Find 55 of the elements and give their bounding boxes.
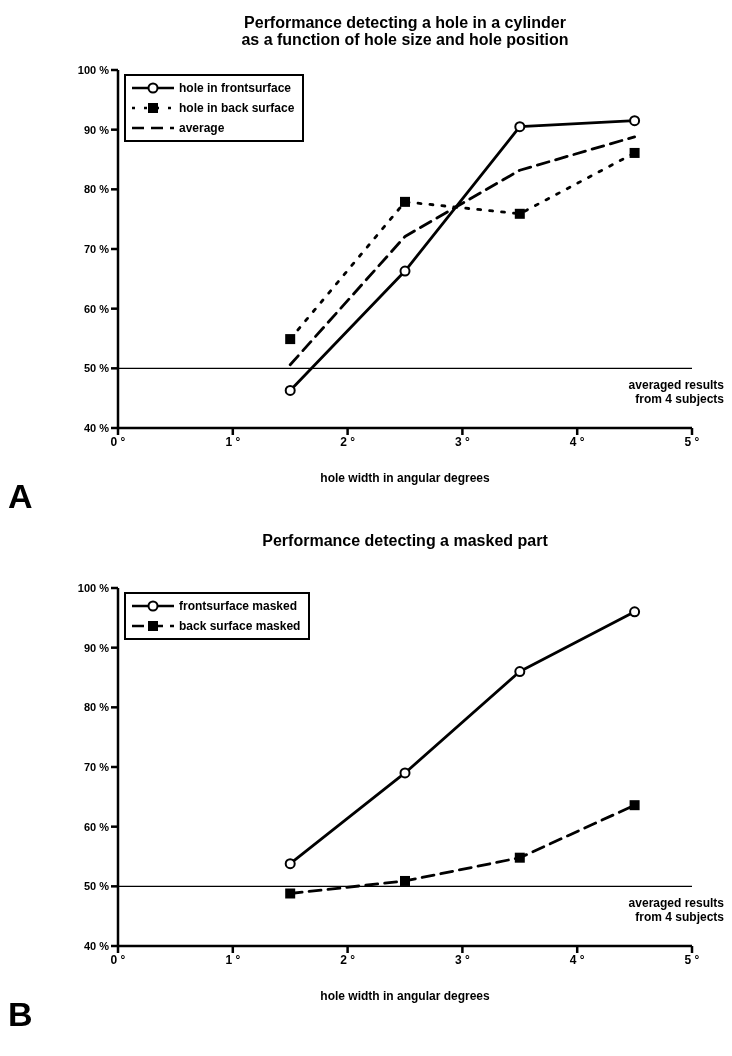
point bbox=[399, 767, 411, 779]
y-tick-label: 50 % bbox=[83, 880, 110, 893]
legend-label: average bbox=[179, 121, 225, 135]
point bbox=[400, 875, 410, 886]
y-tick-label: 90 % bbox=[83, 123, 110, 136]
annotation: averaged results from 4 subjects bbox=[628, 378, 724, 406]
point bbox=[629, 800, 640, 811]
y-tick-label: 60 % bbox=[83, 820, 110, 833]
x-tick-label: 0 ° bbox=[110, 434, 126, 449]
x-tick-label: 3 ° bbox=[454, 952, 470, 967]
text: B bbox=[8, 994, 33, 1034]
text: A bbox=[8, 476, 33, 516]
y-tick-label: 90 % bbox=[83, 641, 110, 654]
point bbox=[285, 888, 296, 899]
legend-label: frontsurface masked bbox=[179, 599, 298, 613]
annotation: averaged results from 4 subjects bbox=[628, 896, 724, 924]
y-tick-label: 80 % bbox=[83, 183, 110, 196]
y-tick-label: 80 % bbox=[83, 701, 110, 714]
legend-label: hole in back surface bbox=[179, 101, 295, 115]
point bbox=[400, 196, 410, 207]
point bbox=[284, 384, 296, 396]
point bbox=[629, 606, 641, 618]
point bbox=[285, 334, 296, 345]
point bbox=[629, 147, 640, 158]
y-tick-label: 100 % bbox=[77, 581, 110, 594]
y-tick-label: 40 % bbox=[83, 421, 110, 434]
x-tick-label: 1 ° bbox=[225, 952, 241, 967]
x-tick-label: 5 ° bbox=[684, 434, 700, 449]
x-tick-label: 2 ° bbox=[340, 952, 356, 967]
x-tick-label: 4 ° bbox=[569, 952, 585, 967]
point bbox=[514, 852, 525, 863]
point bbox=[514, 208, 525, 219]
x-tick-label: 2 ° bbox=[340, 434, 356, 449]
x-tick-label: 0 ° bbox=[110, 952, 126, 967]
x-tick-label: 1 ° bbox=[225, 434, 241, 449]
x-tick-label: 4 ° bbox=[569, 434, 585, 449]
chart-title: Performance detecting a masked part bbox=[261, 532, 549, 549]
y-tick-label: 70 % bbox=[83, 760, 110, 773]
y-tick-label: 70 % bbox=[83, 242, 110, 255]
y-tick-label: 100 % bbox=[77, 63, 110, 76]
point bbox=[514, 666, 526, 678]
chart-title: Performance detecting a hole in a cylinder as a function of hole size and hole position bbox=[240, 14, 570, 48]
legend-label: back surface masked bbox=[179, 619, 301, 633]
point bbox=[399, 265, 411, 277]
point bbox=[284, 858, 296, 870]
y-tick-label: 40 % bbox=[83, 939, 110, 952]
x-axis-title: hole width in angular degrees bbox=[320, 471, 491, 485]
x-axis-title: hole width in angular degrees bbox=[320, 989, 491, 1003]
y-tick-label: 60 % bbox=[83, 302, 110, 315]
x-tick-label: 3 ° bbox=[454, 434, 470, 449]
legend-label: hole in frontsurface bbox=[179, 81, 292, 95]
point bbox=[629, 115, 641, 127]
y-tick-label: 50 % bbox=[83, 362, 110, 375]
point bbox=[514, 121, 526, 133]
x-tick-label: 5 ° bbox=[684, 952, 700, 967]
